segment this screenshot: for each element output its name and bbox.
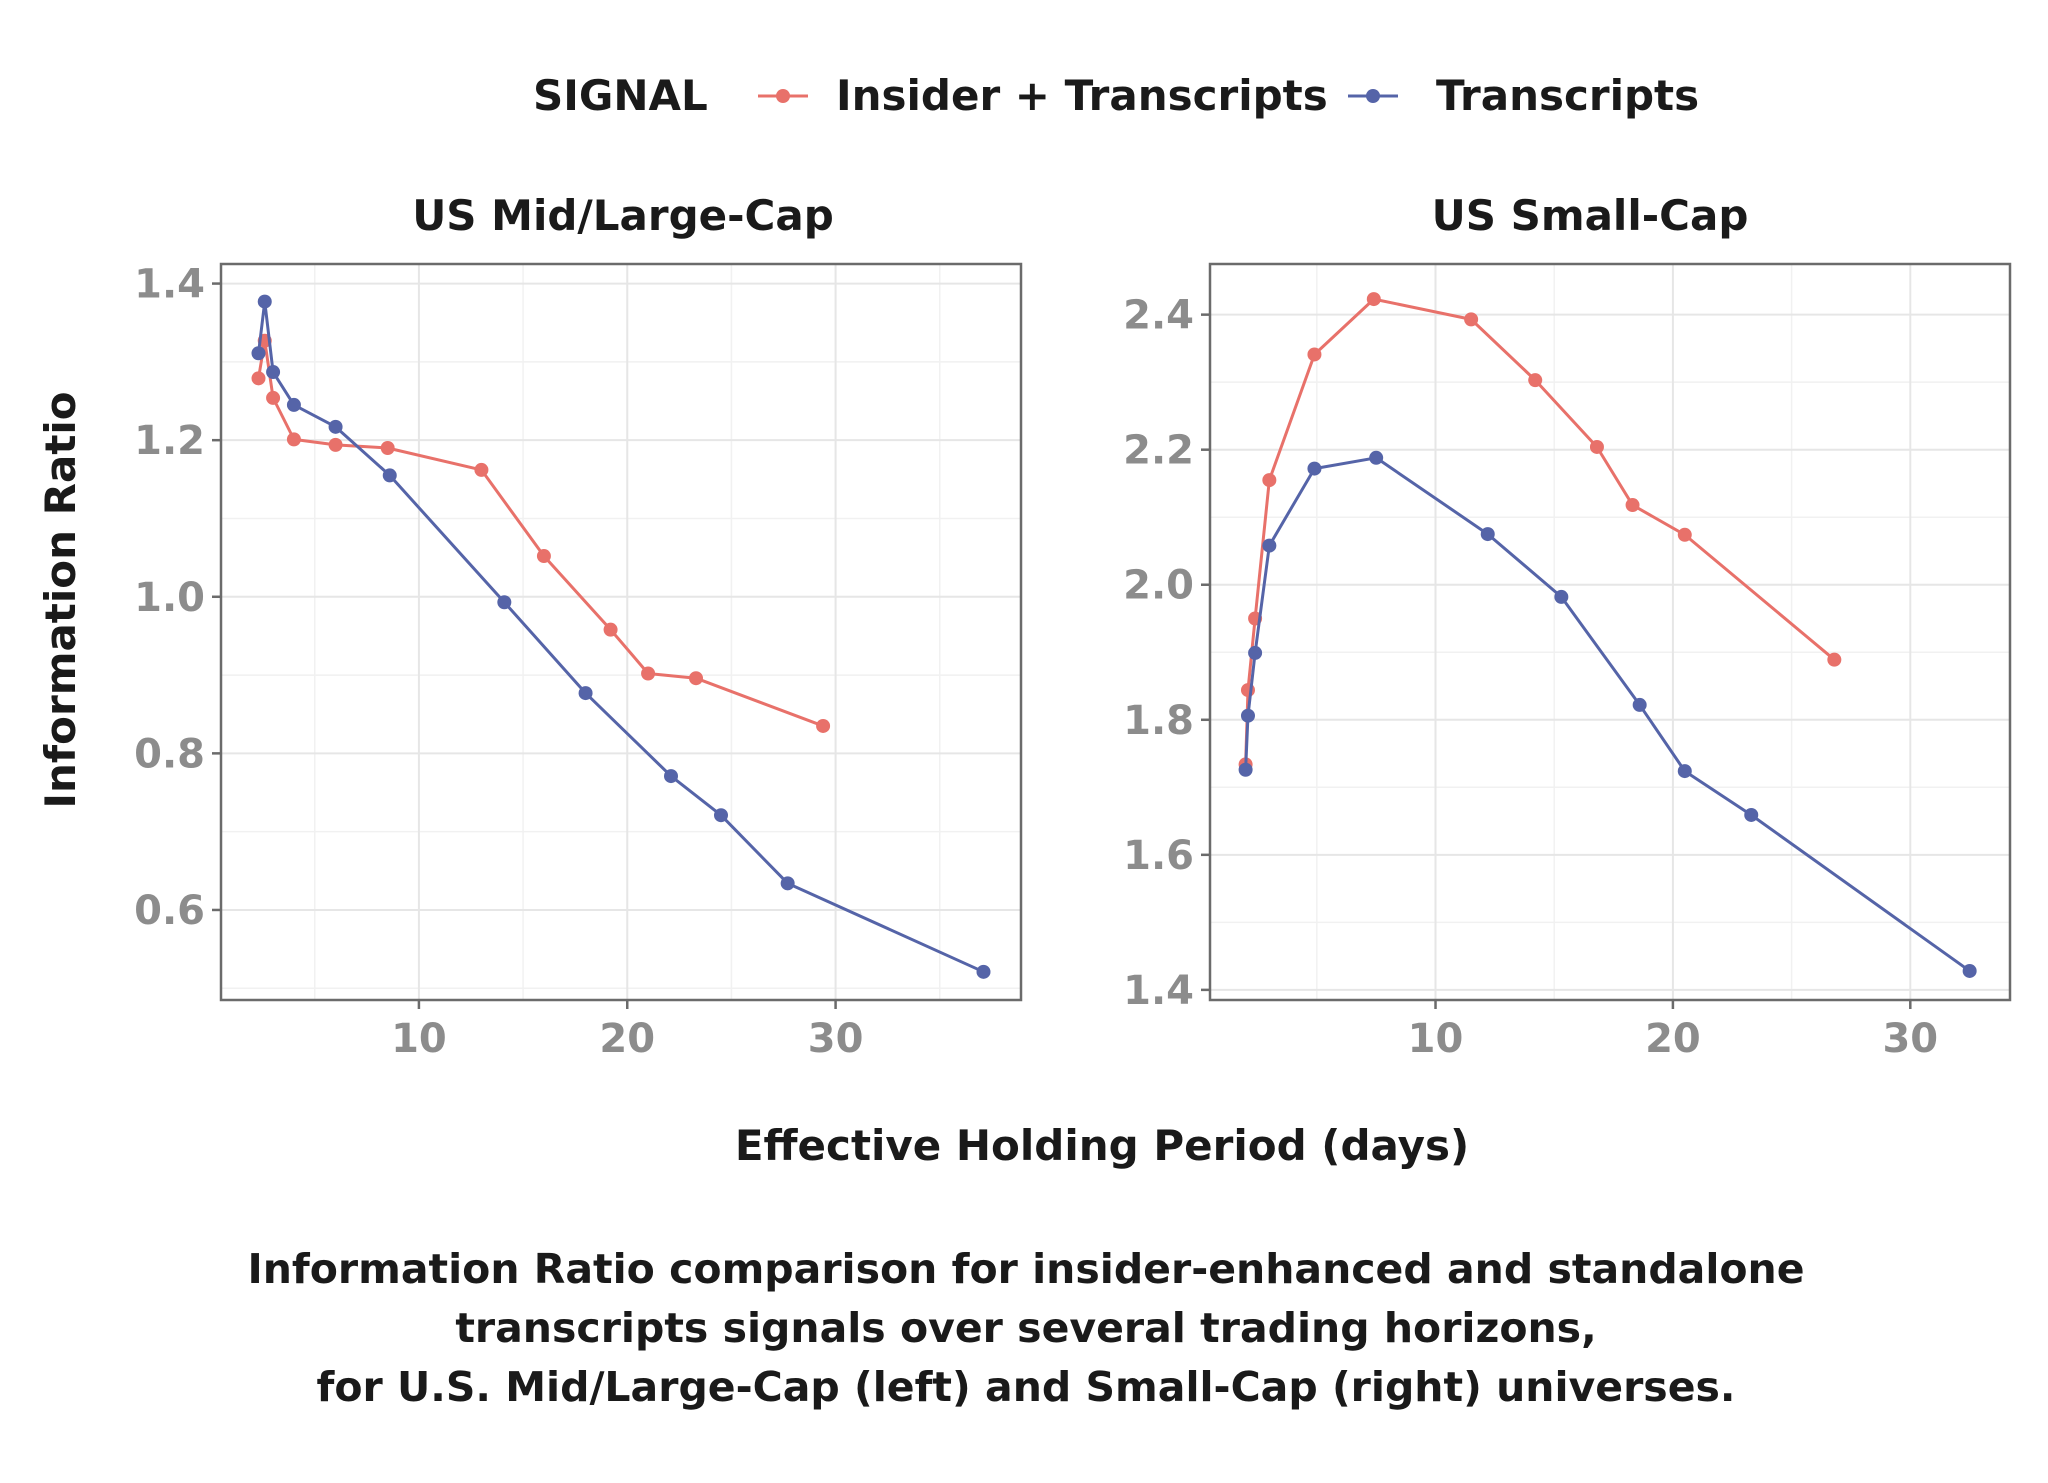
legend-entry-transcripts[interactable]: Transcripts: [1348, 71, 1699, 120]
caption-line-2: transcripts signals over several trading…: [455, 1304, 1596, 1352]
data-point-transcripts[interactable]: [1248, 645, 1263, 660]
y-axis-title: Information Ratio: [36, 391, 85, 808]
data-point-insider-transcripts[interactable]: [1677, 527, 1692, 542]
data-point-transcripts[interactable]: [328, 419, 343, 434]
panel-border: [219, 262, 1023, 1002]
figure-caption: Information Ratio comparison for insider…: [247, 1245, 1804, 1411]
data-point-transcripts[interactable]: [251, 346, 266, 361]
data-point-transcripts[interactable]: [1238, 762, 1253, 777]
data-point-insider-transcripts[interactable]: [641, 666, 656, 681]
x-tick-label: 20: [1645, 1016, 1701, 1062]
data-point-insider-transcripts[interactable]: [536, 549, 551, 564]
legend-label-insider-transcripts: Insider + Transcripts: [836, 71, 1328, 120]
data-point-transcripts[interactable]: [1262, 538, 1277, 553]
y-tick-label: 1.2: [134, 418, 205, 464]
y-tick-label: 1.4: [1123, 968, 1194, 1014]
data-point-transcripts[interactable]: [714, 808, 728, 823]
data-point-insider-transcripts[interactable]: [380, 441, 395, 455]
legend-key-insider-transcripts-point: [776, 89, 790, 103]
y-tick-label: 0.6: [134, 888, 205, 934]
y-tick-label: 2.4: [1123, 293, 1194, 339]
data-point-transcripts[interactable]: [976, 964, 991, 979]
data-point-transcripts[interactable]: [286, 397, 301, 412]
data-point-insider-transcripts[interactable]: [689, 671, 703, 686]
data-point-transcripts[interactable]: [1480, 527, 1495, 542]
x-tick-label: 10: [1408, 1016, 1464, 1062]
y-tick-label: 1.4: [134, 262, 205, 308]
legend-label-transcripts: Transcripts: [1436, 71, 1699, 120]
data-point-insider-transcripts[interactable]: [603, 622, 618, 637]
x-tick-label: 10: [391, 1016, 447, 1062]
data-point-insider-transcripts[interactable]: [328, 437, 343, 452]
series-line-insider-transcripts: [257, 339, 824, 728]
series-line-transcripts: [257, 300, 985, 974]
legend: SIGNAL Insider + Transcripts Transcripts: [533, 71, 1699, 120]
data-point-insider-transcripts[interactable]: [286, 432, 301, 447]
data-point-transcripts[interactable]: [382, 468, 397, 483]
x-tick-label: 20: [599, 1016, 655, 1062]
data-point-insider-transcripts[interactable]: [1366, 292, 1381, 307]
y-tick-label: 1.6: [1123, 833, 1194, 879]
data-point-insider-transcripts[interactable]: [251, 371, 266, 386]
data-point-transcripts[interactable]: [1744, 807, 1759, 822]
data-point-transcripts[interactable]: [257, 294, 272, 309]
panel-mid-large-cap: 10 20 30 0.6 0.8 1.0 1.2 1.4: [134, 262, 1023, 1062]
x-tick-label: 30: [1882, 1016, 1938, 1062]
data-point-transcripts[interactable]: [664, 769, 678, 784]
data-point-transcripts[interactable]: [497, 595, 512, 610]
series-line-insider-transcripts: [1244, 297, 1836, 765]
x-tick-label: 30: [808, 1016, 864, 1062]
data-point-insider-transcripts[interactable]: [816, 718, 831, 733]
caption-line-1: Information Ratio comparison for insider…: [247, 1245, 1804, 1293]
caption-line-3: for U.S. Mid/Large-Cap (left) and Small-…: [317, 1363, 1736, 1411]
facet-title-small-cap: US Small-Cap: [1432, 191, 1749, 240]
legend-entry-insider-transcripts[interactable]: Insider + Transcripts: [758, 71, 1328, 120]
facet-title-mid-large-cap: US Mid/Large-Cap: [412, 191, 834, 240]
data-point-transcripts[interactable]: [1369, 450, 1384, 465]
series-line-transcripts: [1244, 456, 1971, 973]
data-point-insider-transcripts[interactable]: [1589, 439, 1604, 454]
x-axis-title: Effective Holding Period (days): [735, 1121, 1469, 1170]
data-point-insider-transcripts[interactable]: [266, 390, 281, 405]
data-point-insider-transcripts[interactable]: [1464, 312, 1479, 327]
y-tick-label: 1.0: [134, 575, 205, 621]
data-point-transcripts[interactable]: [1307, 461, 1322, 476]
data-point-insider-transcripts[interactable]: [1262, 473, 1277, 488]
y-tick-label: 1.8: [1123, 698, 1194, 744]
data-point-transcripts[interactable]: [266, 365, 281, 380]
data-point-insider-transcripts[interactable]: [1827, 652, 1842, 667]
data-point-transcripts[interactable]: [780, 876, 795, 891]
y-tick-label: 0.8: [134, 731, 205, 777]
y-tick-label: 2.0: [1123, 563, 1194, 609]
legend-title: SIGNAL: [533, 71, 708, 120]
data-point-transcripts[interactable]: [1240, 708, 1255, 723]
data-point-insider-transcripts[interactable]: [1625, 498, 1640, 513]
data-point-transcripts[interactable]: [578, 686, 593, 701]
panel-small-cap: 10 20 30 1.4 1.6 1.8 2.0 2.2 2.4: [1123, 262, 2012, 1062]
y-tick-label: 2.2: [1123, 428, 1194, 474]
panel-border: [1208, 262, 2012, 1002]
data-point-insider-transcripts[interactable]: [474, 462, 489, 477]
data-point-transcripts[interactable]: [1962, 963, 1977, 978]
data-point-transcripts[interactable]: [1554, 589, 1569, 604]
legend-key-transcripts-point: [1366, 89, 1380, 103]
data-point-insider-transcripts[interactable]: [1307, 347, 1322, 362]
data-point-insider-transcripts[interactable]: [1528, 373, 1543, 388]
data-point-transcripts[interactable]: [1632, 697, 1647, 712]
data-point-transcripts[interactable]: [1677, 764, 1692, 779]
